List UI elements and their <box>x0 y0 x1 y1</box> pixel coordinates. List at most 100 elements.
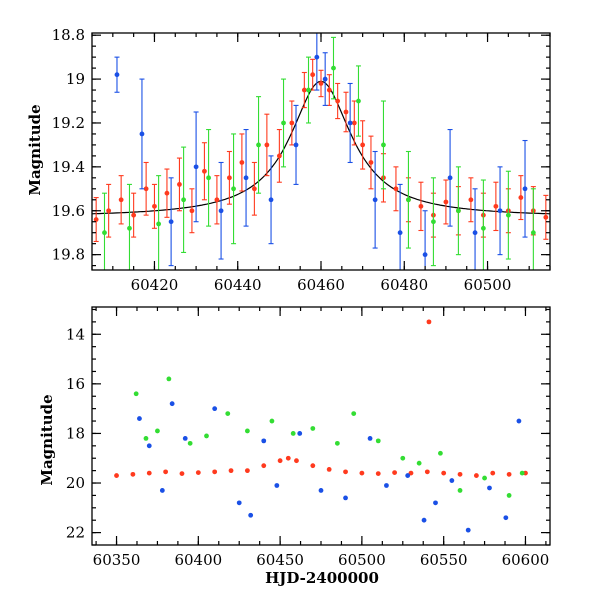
data-point <box>243 175 249 181</box>
data-point <box>431 219 436 225</box>
data-point <box>244 428 250 434</box>
data-point <box>163 469 169 475</box>
data-point <box>347 120 353 126</box>
y-tick-label: 22 <box>66 524 85 542</box>
data-point <box>181 197 187 203</box>
data-point <box>457 488 463 493</box>
data-point <box>456 208 461 214</box>
data-point <box>182 435 188 441</box>
data-point <box>424 469 430 475</box>
data-point <box>256 142 261 148</box>
data-point <box>269 418 275 424</box>
data-point <box>384 483 389 488</box>
x-tick-label: 60480 <box>380 276 428 294</box>
data-point <box>268 197 274 203</box>
x-tick-label: 60460 <box>297 276 345 294</box>
data-point <box>408 470 414 476</box>
y-tick-label: 16 <box>66 375 85 393</box>
data-point <box>506 471 512 477</box>
data-point <box>335 98 341 104</box>
data-point <box>493 203 499 209</box>
data-point <box>146 470 152 476</box>
data-point <box>351 120 357 126</box>
y-tick-label: 20 <box>66 474 85 492</box>
data-point <box>130 471 136 477</box>
data-point <box>293 142 299 148</box>
data-point <box>473 473 479 478</box>
data-point <box>331 65 336 71</box>
data-point <box>193 164 199 170</box>
data-point <box>397 230 403 236</box>
data-point <box>146 443 152 449</box>
data-point <box>421 517 427 523</box>
data-point <box>212 406 218 412</box>
data-point <box>248 512 254 518</box>
data-point <box>139 131 145 137</box>
data-point <box>228 468 234 474</box>
data-point <box>297 431 303 436</box>
data-point <box>405 473 411 478</box>
series-1 <box>133 376 525 498</box>
data-point <box>314 54 320 60</box>
data-point <box>375 438 381 444</box>
y-tick-label: 19.2 <box>52 114 85 132</box>
data-point <box>168 219 174 225</box>
data-point <box>137 416 142 421</box>
data-point <box>155 428 160 434</box>
data-point <box>318 81 324 86</box>
bottom-panel: 60350 60400 60450 60500 60550 60600 14 16 18 20 22 <box>66 306 551 569</box>
data-point <box>519 470 525 476</box>
data-point <box>381 142 386 148</box>
data-point <box>522 186 528 192</box>
x-tick-label: 60400 <box>174 551 222 569</box>
data-point <box>334 440 340 446</box>
data-point <box>480 225 486 231</box>
data-point <box>543 214 549 220</box>
data-point <box>187 440 193 446</box>
top-panel: 60420 60440 60460 60480 60500 18.8 19 19.2 19.4 1… <box>52 26 551 294</box>
data-point <box>318 488 324 493</box>
plot-area <box>92 33 550 270</box>
data-point <box>438 450 443 456</box>
data-point <box>212 469 218 475</box>
data-point <box>356 98 361 104</box>
data-point <box>416 460 422 466</box>
data-point <box>433 500 438 506</box>
data-point <box>102 230 107 236</box>
data-point <box>281 120 286 126</box>
data-point <box>177 182 182 187</box>
data-point <box>393 186 399 192</box>
data-point <box>392 470 398 476</box>
data-point <box>468 197 474 203</box>
series-1 <box>101 36 536 270</box>
data-point <box>400 455 406 461</box>
bottom-y-axis-title: Magnitude <box>38 394 56 485</box>
data-point <box>506 493 512 498</box>
data-point <box>306 87 311 93</box>
x-tick-label: 60350 <box>93 551 141 569</box>
data-point <box>516 418 522 424</box>
data-point <box>443 199 449 205</box>
data-point <box>236 500 242 506</box>
data-point <box>261 463 267 469</box>
x-tick-label: 60550 <box>420 551 468 569</box>
data-point <box>218 208 224 214</box>
series-0 <box>114 319 528 478</box>
data-point <box>164 190 170 196</box>
data-point <box>214 197 220 203</box>
data-point <box>285 455 291 461</box>
data-point <box>93 217 99 222</box>
data-point <box>343 495 348 501</box>
data-point <box>225 411 231 417</box>
data-point <box>482 475 487 481</box>
data-point <box>114 72 120 78</box>
data-point <box>351 411 357 417</box>
plot-frame <box>91 32 551 271</box>
data-point <box>422 252 428 258</box>
top-y-axis-title: Magnitude <box>26 104 44 195</box>
data-point <box>239 160 245 165</box>
y-tick-label: 14 <box>66 325 85 343</box>
data-point <box>487 485 492 491</box>
data-point <box>251 186 257 192</box>
plot-frame <box>91 306 551 546</box>
